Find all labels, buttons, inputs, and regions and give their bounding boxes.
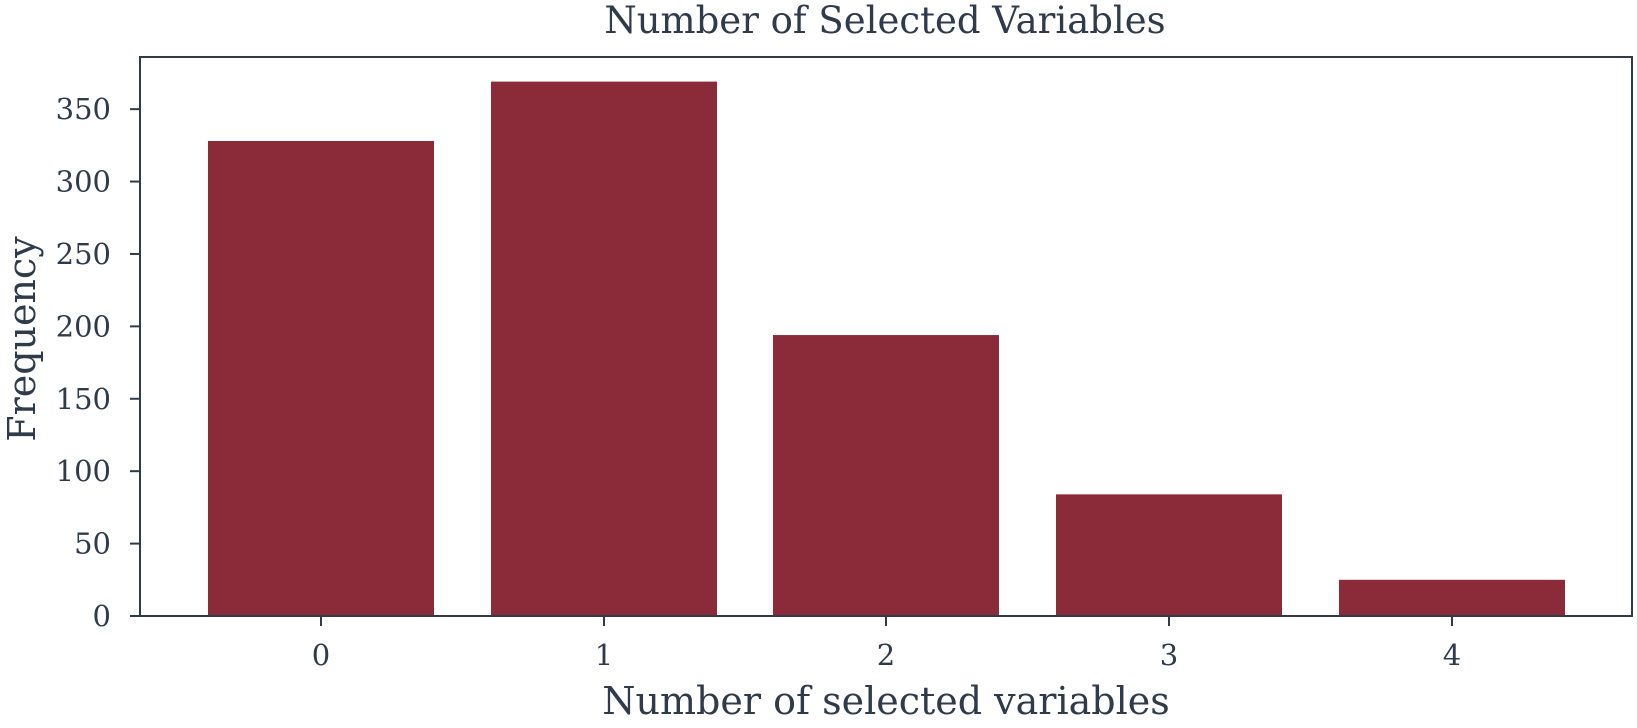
bar-3 — [1056, 494, 1282, 616]
y-tick-label-150: 150 — [56, 382, 111, 416]
y-tick-label-300: 300 — [56, 165, 111, 199]
bar-2 — [773, 335, 999, 616]
x-tick-label-2: 2 — [877, 638, 895, 672]
y-axis: 0 50 100 150 200 250 300 350 — [56, 92, 140, 633]
y-tick-label-50: 50 — [74, 527, 111, 561]
y-axis-title: Frequency — [0, 236, 44, 442]
y-tick-label-100: 100 — [56, 454, 111, 488]
x-tick-label-0: 0 — [312, 638, 330, 672]
y-tick-label-250: 250 — [56, 237, 111, 271]
x-axis: 0 1 2 3 4 — [312, 616, 1461, 672]
bars-group — [208, 81, 1565, 617]
bar-1 — [491, 81, 717, 617]
y-tick-label-350: 350 — [56, 92, 111, 126]
bar-0 — [208, 140, 434, 616]
bar-4 — [1339, 579, 1565, 616]
x-tick-label-1: 1 — [595, 638, 613, 672]
chart-title: Number of Selected Variables — [604, 0, 1165, 42]
y-tick-label-200: 200 — [56, 309, 111, 343]
x-tick-label-3: 3 — [1160, 638, 1178, 672]
y-tick-label-0: 0 — [93, 599, 111, 633]
x-axis-title: Number of selected variables — [602, 679, 1169, 723]
x-tick-label-4: 4 — [1443, 638, 1461, 672]
